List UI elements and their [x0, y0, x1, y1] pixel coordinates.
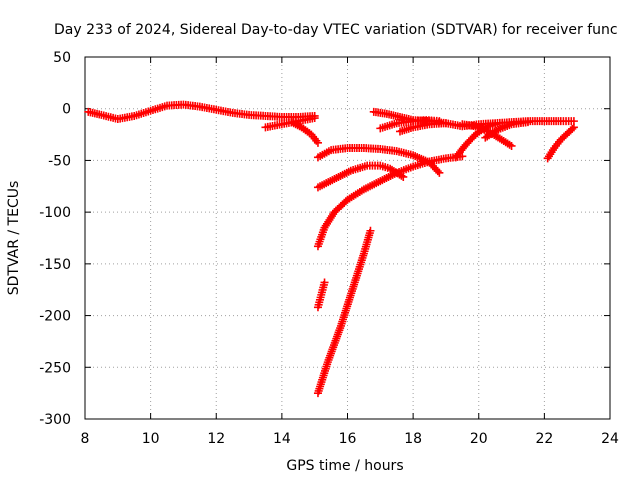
data-point [569, 123, 578, 132]
y-tick-label: -100 [39, 205, 71, 221]
x-tick-label: 8 [81, 431, 90, 447]
y-tick-label: 50 [53, 50, 71, 66]
series-arc-14 [481, 118, 532, 142]
series-arc-3 [287, 118, 322, 147]
series-arc-13 [451, 120, 500, 162]
x-tick-label: 24 [601, 431, 619, 447]
data-point [441, 119, 450, 128]
data-point [433, 167, 442, 176]
axis-ticks: 8 10 12 14 16 18 20 22 24 50 0 -50 -100 -150 -200 -250 -… [39, 50, 619, 447]
y-tick-label: -50 [48, 153, 71, 169]
x-axis-label: GPS time / hours [286, 458, 403, 474]
y-tick-label: -200 [39, 309, 71, 325]
chart-title: Day 233 of 2024, Sidereal Day-to-day VTE… [54, 22, 618, 38]
data-point [310, 114, 319, 123]
series-arc-7 [313, 278, 329, 312]
y-tick-label: 0 [62, 102, 71, 118]
series-arc-8 [313, 226, 375, 398]
data-point [568, 124, 577, 133]
y-tick-label: -300 [39, 412, 71, 428]
x-tick-label: 14 [273, 431, 291, 447]
x-tick-label: 12 [207, 431, 225, 447]
data-point [399, 172, 408, 181]
data-series [84, 100, 578, 398]
x-tick-label: 10 [142, 431, 160, 447]
x-tick-label: 16 [339, 431, 357, 447]
series-arc-12 [458, 120, 516, 150]
series-arc-6 [313, 152, 467, 251]
x-tick-label: 22 [535, 431, 553, 447]
x-tick-label: 20 [470, 431, 488, 447]
y-tick-label: -250 [39, 360, 71, 376]
data-point [320, 278, 329, 287]
x-tick-label: 18 [404, 431, 422, 447]
data-point [435, 168, 444, 177]
data-point [313, 138, 322, 147]
data-point [366, 226, 375, 235]
y-axis-label: SDTVAR / TECUs [6, 181, 22, 296]
data-point [491, 120, 500, 129]
series-arc-11 [396, 119, 450, 136]
y-tick-label: -150 [39, 257, 71, 273]
data-point [507, 141, 516, 150]
data-point [523, 118, 532, 127]
series-arc-15 [543, 123, 578, 163]
